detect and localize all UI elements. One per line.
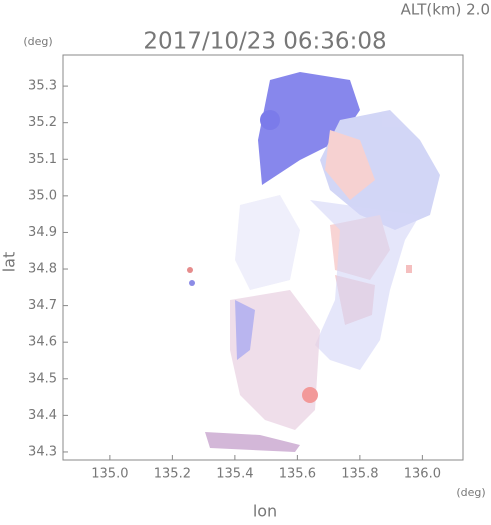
x-tick-label: 135.0: [91, 467, 128, 482]
x-tick-label: 135.2: [154, 467, 191, 482]
y-axis-label: lat: [0, 252, 19, 273]
y-unit: (deg): [23, 35, 52, 48]
y-tick-label: 34.6: [28, 335, 57, 350]
x-tick-label: 135.4: [216, 467, 253, 482]
y-tick-label: 35.1: [28, 152, 57, 167]
y-tick-label: 34.3: [28, 444, 57, 459]
y-tick-label: 34.8: [28, 262, 57, 277]
subtitle: ALT(km) 2.0: [401, 1, 490, 19]
y-tick-label: 35.3: [28, 79, 57, 94]
y-tick-label: 34.5: [28, 371, 57, 386]
x-axis-label: lon: [253, 502, 277, 521]
y-tick-label: 34.7: [28, 298, 57, 313]
chart-title: 2017/10/23 06:36:08: [143, 29, 386, 55]
y-tick-label: 34.9: [28, 225, 57, 240]
y-tick-label: 34.4: [28, 408, 57, 423]
x-unit: (deg): [456, 486, 485, 499]
y-tick-label: 35.2: [28, 115, 57, 130]
x-tick-label: 136.0: [404, 467, 441, 482]
x-tick-label: 135.8: [341, 467, 378, 482]
radar-field: [187, 72, 440, 452]
x-tick-label: 135.6: [279, 467, 316, 482]
y-tick-label: 35.0: [28, 188, 57, 203]
plot-frame: [62, 54, 464, 461]
